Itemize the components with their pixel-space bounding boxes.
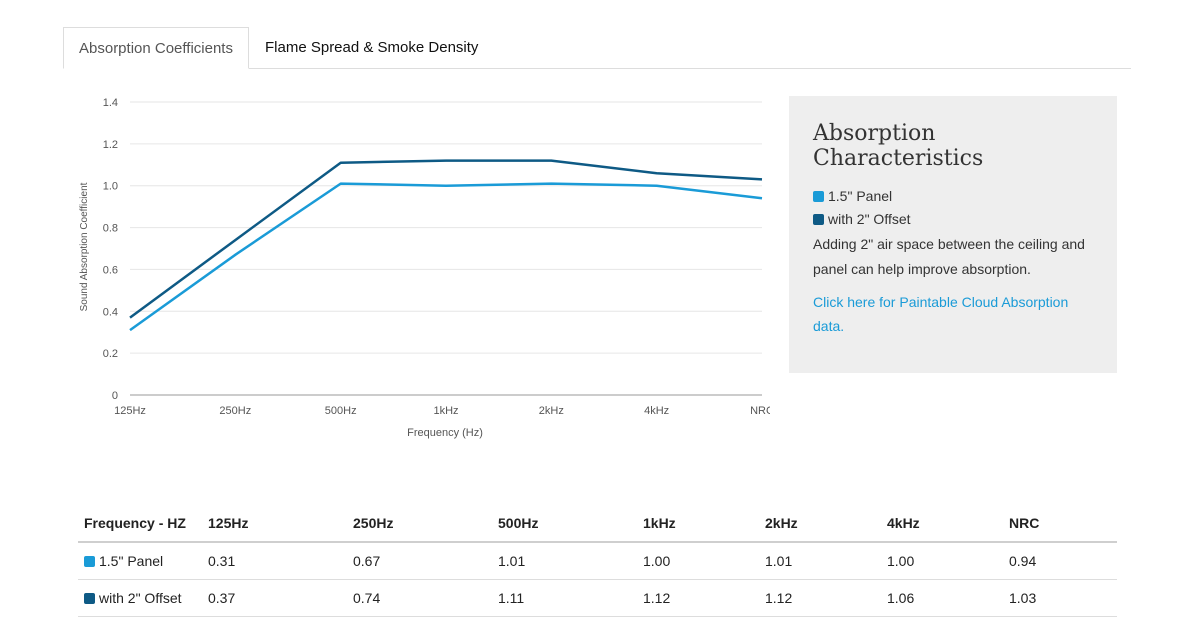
y-tick-label: 0.2 xyxy=(103,348,118,360)
x-tick-label: 125Hz xyxy=(114,405,146,417)
x-tick-label: 2kHz xyxy=(539,405,564,417)
table-header: 125Hz xyxy=(200,505,345,543)
table-row: 1.5" Panel 0.31 0.67 1.01 1.00 1.01 1.00… xyxy=(78,542,1117,580)
legend-swatch-offset xyxy=(813,214,824,225)
x-tick-label: 250Hz xyxy=(219,405,251,417)
table-cell: 1.00 xyxy=(635,542,757,580)
table-header: Frequency - HZ xyxy=(78,505,200,543)
x-axis-label: Frequency (Hz) xyxy=(407,427,483,439)
x-tick-label: 1kHz xyxy=(433,405,458,417)
y-tick-label: 0 xyxy=(112,390,118,402)
absorption-table: Frequency - HZ 125Hz 250Hz 500Hz 1kHz 2k… xyxy=(78,505,1117,617)
table-cell: 0.74 xyxy=(345,579,490,617)
x-tick-label: NRC xyxy=(750,405,770,417)
table-cell: 1.06 xyxy=(879,579,1001,617)
y-tick-label: 1.0 xyxy=(103,181,118,193)
x-axis-ticks: 125Hz 250Hz 500Hz 1kHz 2kHz 4kHz NRC xyxy=(114,405,770,417)
legend-swatch-panel xyxy=(813,191,824,202)
table-cell: 0.67 xyxy=(345,542,490,580)
table-header: NRC xyxy=(1001,505,1117,543)
legend-label-panel: 1.5" Panel xyxy=(828,188,893,204)
y-tick-label: 0.4 xyxy=(103,306,118,318)
paintable-cloud-link[interactable]: Click here for Paintable Cloud Absorptio… xyxy=(813,294,1069,334)
absorption-characteristics-panel: Absorption Characteristics 1.5" Panel wi… xyxy=(789,96,1117,373)
x-tick-label: 4kHz xyxy=(644,405,669,417)
legend-item-panel: 1.5" Panel xyxy=(813,185,1095,208)
y-tick-label: 1.2 xyxy=(103,139,118,151)
y-tick-label: 0.6 xyxy=(103,264,118,276)
y-tick-label: 1.4 xyxy=(103,97,118,109)
row-swatch-panel xyxy=(84,556,95,567)
table-cell: 1.12 xyxy=(635,579,757,617)
y-tick-label: 0.8 xyxy=(103,223,118,235)
row-swatch-offset xyxy=(84,593,95,604)
row-label-text: 1.5" Panel xyxy=(99,553,164,569)
panel-description: Adding 2" air space between the ceiling … xyxy=(813,236,1085,277)
absorption-line-chart: 0 0.2 0.4 0.6 0.8 1.0 1.2 1.4 125Hz 250Hz 500Hz 1k… xyxy=(79,97,770,439)
chart-series xyxy=(129,159,763,332)
tab-absorption-coefficients[interactable]: Absorption Coefficients xyxy=(63,27,249,69)
table-cell: 1.01 xyxy=(757,542,879,580)
table-cell: 0.31 xyxy=(200,542,345,580)
table-header: 1kHz xyxy=(635,505,757,543)
series-line-panel xyxy=(129,182,763,332)
table-header: 2kHz xyxy=(757,505,879,543)
table-header: 500Hz xyxy=(490,505,635,543)
series-line-offset xyxy=(129,159,763,319)
table-row: with 2" Offset 0.37 0.74 1.11 1.12 1.12 … xyxy=(78,579,1117,617)
table-cell: 1.12 xyxy=(757,579,879,617)
table-cell: 1.01 xyxy=(490,542,635,580)
legend-item-offset: with 2" Offset xyxy=(813,208,1095,231)
tab-flame-spread-smoke-density[interactable]: Flame Spread & Smoke Density xyxy=(265,39,479,56)
row-label-panel: 1.5" Panel xyxy=(78,542,200,580)
table-header: 250Hz xyxy=(345,505,490,543)
table-cell: 1.00 xyxy=(879,542,1001,580)
row-label-text: with 2" Offset xyxy=(99,590,182,606)
legend-label-offset: with 2" Offset xyxy=(828,211,911,227)
table-header-row: Frequency - HZ 125Hz 250Hz 500Hz 1kHz 2k… xyxy=(78,505,1117,543)
table-cell: 0.94 xyxy=(1001,542,1117,580)
table-header: 4kHz xyxy=(879,505,1001,543)
table-cell: 1.03 xyxy=(1001,579,1117,617)
panel-title: Absorption Characteristics xyxy=(813,121,984,171)
x-tick-label: 500Hz xyxy=(325,405,357,417)
y-axis-label: Sound Absorption Coefficient xyxy=(79,182,90,311)
y-axis-ticks: 0 0.2 0.4 0.6 0.8 1.0 1.2 1.4 xyxy=(103,97,118,402)
table-cell: 1.11 xyxy=(490,579,635,617)
row-label-offset: with 2" Offset xyxy=(78,579,200,617)
tab-bar: Absorption Coefficients Flame Spread & S… xyxy=(63,27,1131,69)
table-cell: 0.37 xyxy=(200,579,345,617)
